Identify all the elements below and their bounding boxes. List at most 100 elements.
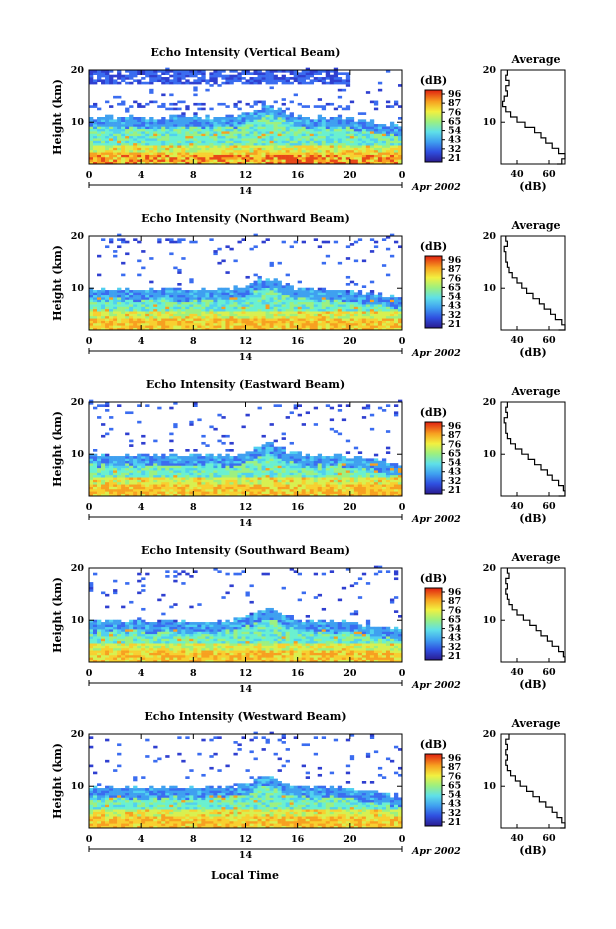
heatmap-cell: [217, 470, 222, 473]
heatmap-cell: [301, 154, 306, 158]
heatmap-cell: [305, 124, 310, 127]
heatmap-cell: [229, 474, 234, 478]
heatmap-cell: [221, 140, 226, 144]
heatmap-cell: [261, 479, 266, 483]
heatmap-cell: [341, 156, 347, 160]
heatmap-cell: [357, 294, 363, 298]
heatmap-cell: [193, 484, 198, 487]
heatmap-cell: [149, 135, 154, 139]
heatmap-cell: [341, 491, 347, 494]
heatmap-cell: [133, 135, 138, 139]
heatmap-cell: [225, 481, 230, 485]
heatmap-cell: [93, 456, 98, 459]
heatmap-cell: [109, 159, 114, 162]
heatmap-cell: [197, 453, 202, 457]
heatmap-cell: [285, 491, 290, 494]
x-tick-label: 16: [291, 170, 305, 181]
heatmap-cell: [113, 299, 118, 303]
heatmap-cell: [333, 133, 339, 137]
heatmap-cell: [269, 472, 274, 476]
heatmap-cell: [229, 458, 234, 462]
heatmap-cell: [153, 149, 158, 153]
heatmap-cell: [285, 126, 290, 130]
heatmap-cell: [277, 460, 282, 464]
heatmap-cell: [177, 463, 182, 466]
heatmap-cell: [141, 315, 146, 319]
heatmap-cell: [361, 259, 367, 263]
heatmap-cell: [141, 470, 146, 473]
heatmap-cell: [173, 124, 178, 127]
heatmap-cell: [121, 142, 126, 146]
heatmap-cell: [321, 477, 327, 480]
heatmap-cell: [257, 147, 262, 151]
heatmap-cell: [353, 299, 359, 303]
heatmap-cell: [105, 156, 110, 160]
heatmap-cell: [305, 74, 310, 78]
heatmap-cell: [125, 149, 130, 153]
heatmap-cell: [169, 463, 174, 466]
heatmap-cell: [337, 117, 343, 120]
heatmap-cell: [141, 472, 146, 476]
heatmap-cell: [177, 477, 182, 480]
heatmap-cell: [269, 140, 274, 144]
heatmap-cell: [377, 318, 383, 321]
heatmap-cell: [157, 156, 162, 160]
heatmap-cell: [137, 273, 142, 277]
heatmap-cell: [153, 458, 158, 462]
heatmap-cell: [373, 159, 379, 162]
panel-2: Echo Intensity (Northward Beam)2010Heigh…: [51, 212, 566, 363]
heatmap-cell: [257, 109, 262, 113]
heatmap-cell: [305, 472, 310, 476]
heatmap-cell: [93, 128, 98, 132]
heatmap-cell: [117, 72, 122, 75]
heatmap-cell: [277, 121, 282, 125]
heatmap-cell: [153, 477, 158, 480]
heatmap-cell: [373, 479, 379, 483]
heatmap-cell: [269, 481, 274, 485]
heatmap-cell: [217, 161, 222, 165]
heatmap-cell: [97, 491, 102, 494]
heatmap-cell: [381, 149, 387, 153]
heatmap-cell: [293, 493, 298, 497]
heatmap-cell: [101, 327, 106, 331]
heatmap-cell: [337, 432, 343, 436]
heatmap-cell: [97, 156, 102, 160]
heatmap-cell: [337, 486, 343, 490]
heatmap-cell: [241, 301, 246, 305]
heatmap-cell: [181, 301, 186, 305]
heatmap-cell: [257, 477, 262, 480]
heatmap-cell: [349, 152, 355, 155]
heatmap-cell: [245, 311, 250, 314]
heatmap-cell: [249, 124, 254, 127]
heatmap-cell: [205, 126, 210, 130]
heatmap-cell: [137, 470, 142, 473]
heatmap-cell: [157, 133, 162, 137]
heatmap-cell: [305, 308, 310, 312]
heatmap-cell: [317, 149, 323, 153]
heatmap-cell: [225, 142, 230, 146]
heatmap-cell: [245, 474, 250, 478]
heatmap-cell: [113, 484, 118, 487]
heatmap-cell: [237, 297, 242, 300]
heatmap-cell: [333, 304, 339, 307]
heatmap-cell: [285, 301, 290, 305]
heatmap-cell: [165, 306, 170, 310]
heatmap-cell: [281, 449, 286, 452]
heatmap-cell: [345, 488, 351, 492]
heatmap-cell: [221, 128, 226, 132]
heatmap-cell: [353, 145, 359, 148]
heatmap-cell: [149, 287, 154, 291]
heatmap-cell: [157, 311, 162, 314]
heatmap-cell: [89, 154, 94, 158]
x-tick-label: 8: [190, 336, 197, 347]
heatmap-cell: [233, 105, 238, 108]
heatmap-cell: [101, 149, 106, 153]
heatmap-cell: [237, 107, 242, 111]
heatmap-cell: [133, 474, 138, 478]
heatmap-cell: [225, 126, 230, 130]
heatmap-cell: [385, 318, 391, 321]
heatmap-cell: [177, 290, 182, 293]
heatmap-cell: [397, 147, 403, 151]
heatmap-cell: [265, 131, 270, 134]
heatmap-cell: [269, 297, 274, 300]
